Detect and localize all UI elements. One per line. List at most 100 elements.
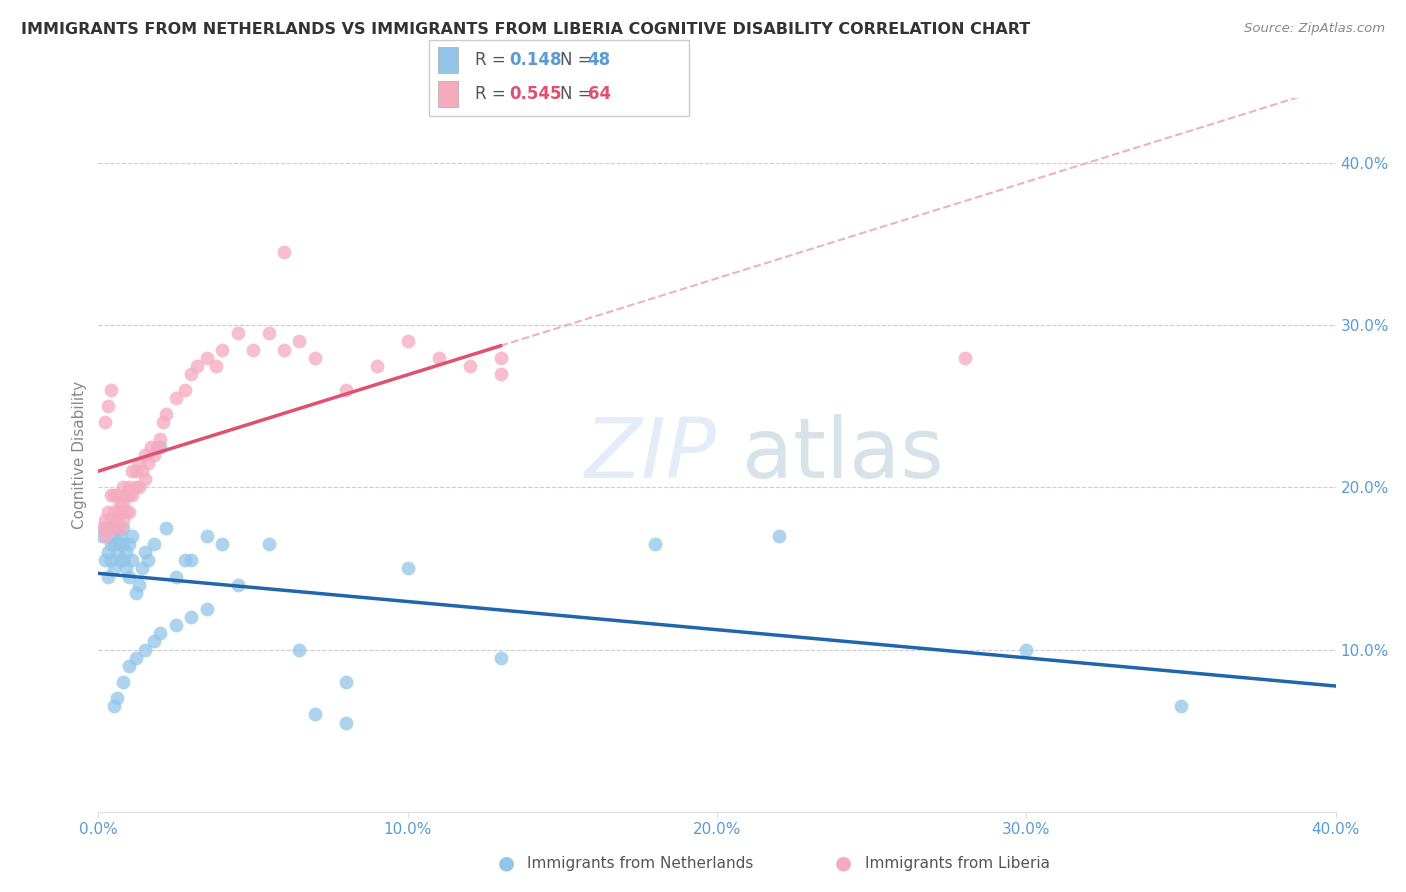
Text: 0.545: 0.545 <box>509 85 561 103</box>
Point <box>105 691 128 706</box>
Point <box>97 505 120 519</box>
Point <box>257 326 280 341</box>
Text: R =: R = <box>475 51 512 69</box>
Point <box>304 351 326 365</box>
Point <box>458 359 481 373</box>
Point <box>105 488 128 502</box>
Text: Immigrants from Liberia: Immigrants from Liberia <box>865 856 1050 871</box>
Point <box>103 521 125 535</box>
Point <box>134 545 156 559</box>
Point <box>115 545 138 559</box>
Point <box>108 537 131 551</box>
Point <box>134 472 156 486</box>
Text: 48: 48 <box>588 51 610 69</box>
Point <box>335 675 357 690</box>
Point <box>97 521 120 535</box>
Point <box>273 245 295 260</box>
Point <box>489 351 512 365</box>
Point <box>108 553 131 567</box>
Point <box>165 618 187 632</box>
Point <box>131 464 153 478</box>
Point <box>112 480 135 494</box>
Point <box>149 432 172 446</box>
Point <box>304 707 326 722</box>
Point <box>180 367 202 381</box>
Point <box>121 553 143 567</box>
Point <box>93 553 115 567</box>
Point <box>226 326 249 341</box>
Point <box>118 505 141 519</box>
Point <box>335 715 357 730</box>
Point <box>134 642 156 657</box>
Point <box>108 521 131 535</box>
Point <box>103 529 125 543</box>
Point <box>105 521 128 535</box>
Point <box>155 521 177 535</box>
Point <box>396 334 419 349</box>
Point <box>118 488 141 502</box>
Point <box>100 537 122 551</box>
Point <box>118 569 141 583</box>
Point <box>93 521 115 535</box>
Point <box>121 464 143 478</box>
Point <box>242 343 264 357</box>
Point <box>100 488 122 502</box>
Point <box>136 553 159 567</box>
Point <box>93 513 115 527</box>
Point <box>165 391 187 405</box>
Point <box>396 561 419 575</box>
Point <box>97 569 120 583</box>
Point <box>953 351 976 365</box>
Point <box>100 513 122 527</box>
Point <box>97 399 120 413</box>
Text: Source: ZipAtlas.com: Source: ZipAtlas.com <box>1244 22 1385 36</box>
Point <box>103 505 125 519</box>
Point <box>143 448 166 462</box>
Point <box>335 383 357 397</box>
Point <box>124 464 146 478</box>
Text: ●: ● <box>835 854 852 873</box>
Text: ZIP: ZIP <box>585 415 717 495</box>
Point <box>128 480 150 494</box>
Point <box>90 521 112 535</box>
Point <box>112 537 135 551</box>
Point <box>288 642 311 657</box>
Point <box>768 529 790 543</box>
Point <box>121 529 143 543</box>
Point <box>103 561 125 575</box>
Point <box>100 383 122 397</box>
Point <box>146 440 169 454</box>
Point <box>174 383 197 397</box>
Point <box>180 553 202 567</box>
Point <box>112 675 135 690</box>
Point <box>644 537 666 551</box>
Point <box>100 553 122 567</box>
Text: N =: N = <box>560 85 596 103</box>
Point <box>1015 642 1038 657</box>
Point <box>118 658 141 673</box>
Point <box>143 537 166 551</box>
Point <box>124 650 146 665</box>
Point <box>124 480 146 494</box>
Point <box>139 440 162 454</box>
Point <box>112 513 135 527</box>
Point <box>165 569 187 583</box>
Y-axis label: Cognitive Disability: Cognitive Disability <box>72 381 87 529</box>
Point <box>366 359 388 373</box>
Point <box>115 561 138 575</box>
Point <box>134 448 156 462</box>
Point <box>195 529 218 543</box>
Text: atlas: atlas <box>742 415 943 495</box>
Point <box>149 626 172 640</box>
Point <box>128 456 150 470</box>
Text: ●: ● <box>498 854 515 873</box>
Point <box>105 545 128 559</box>
Point <box>118 480 141 494</box>
Point <box>103 537 125 551</box>
Point <box>1170 699 1192 714</box>
Point <box>257 537 280 551</box>
Point <box>155 408 177 422</box>
Text: 0.148: 0.148 <box>509 51 561 69</box>
Point <box>93 529 115 543</box>
Point <box>118 537 141 551</box>
